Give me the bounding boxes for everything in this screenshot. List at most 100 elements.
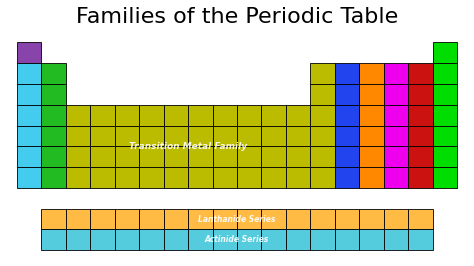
Bar: [91, 209, 115, 230]
Bar: [188, 105, 212, 126]
Bar: [383, 146, 408, 167]
Bar: [433, 42, 457, 63]
Bar: [139, 230, 164, 250]
Bar: [310, 84, 335, 105]
Bar: [41, 63, 66, 84]
Bar: [310, 146, 335, 167]
Bar: [91, 230, 115, 250]
Bar: [408, 63, 433, 84]
Bar: [335, 209, 359, 230]
Bar: [262, 230, 286, 250]
Bar: [237, 146, 262, 167]
Bar: [91, 146, 115, 167]
Bar: [262, 167, 286, 188]
Bar: [286, 209, 310, 230]
Bar: [17, 105, 41, 126]
Bar: [41, 84, 66, 105]
Bar: [335, 146, 359, 167]
Bar: [17, 146, 41, 167]
Bar: [335, 230, 359, 250]
Bar: [212, 167, 237, 188]
Bar: [115, 126, 139, 146]
Bar: [383, 230, 408, 250]
Bar: [66, 167, 91, 188]
Bar: [66, 146, 91, 167]
Bar: [433, 105, 457, 126]
Bar: [237, 230, 262, 250]
Bar: [41, 230, 66, 250]
Bar: [310, 167, 335, 188]
Bar: [262, 146, 286, 167]
Text: Lanthanide Series: Lanthanide Series: [198, 215, 276, 224]
Bar: [139, 146, 164, 167]
Bar: [383, 105, 408, 126]
Bar: [286, 105, 310, 126]
Bar: [262, 105, 286, 126]
Bar: [164, 230, 188, 250]
Bar: [139, 105, 164, 126]
Text: Families of the Periodic Table: Families of the Periodic Table: [76, 7, 398, 27]
Bar: [335, 105, 359, 126]
Bar: [212, 126, 237, 146]
Bar: [164, 167, 188, 188]
Bar: [212, 146, 237, 167]
Bar: [17, 167, 41, 188]
Bar: [115, 209, 139, 230]
Bar: [286, 167, 310, 188]
Bar: [66, 230, 91, 250]
Bar: [286, 146, 310, 167]
Bar: [408, 105, 433, 126]
Bar: [115, 146, 139, 167]
Bar: [91, 126, 115, 146]
Bar: [383, 209, 408, 230]
Bar: [237, 167, 262, 188]
Bar: [17, 63, 41, 84]
Bar: [66, 209, 91, 230]
Bar: [139, 209, 164, 230]
Bar: [41, 105, 66, 126]
Bar: [408, 146, 433, 167]
Bar: [310, 63, 335, 84]
Bar: [188, 230, 212, 250]
Bar: [359, 126, 383, 146]
Bar: [383, 126, 408, 146]
Bar: [188, 209, 212, 230]
Bar: [115, 167, 139, 188]
Bar: [164, 146, 188, 167]
Bar: [286, 230, 310, 250]
Bar: [41, 146, 66, 167]
Bar: [262, 209, 286, 230]
Bar: [188, 167, 212, 188]
Bar: [91, 105, 115, 126]
Bar: [17, 42, 41, 63]
Bar: [164, 209, 188, 230]
Bar: [212, 230, 237, 250]
Bar: [41, 126, 66, 146]
Bar: [310, 209, 335, 230]
Bar: [408, 230, 433, 250]
Bar: [383, 84, 408, 105]
Bar: [41, 209, 66, 230]
Bar: [359, 84, 383, 105]
Bar: [335, 126, 359, 146]
Bar: [212, 105, 237, 126]
Bar: [359, 63, 383, 84]
Bar: [286, 126, 310, 146]
Bar: [335, 167, 359, 188]
Bar: [115, 105, 139, 126]
Bar: [359, 167, 383, 188]
Bar: [335, 63, 359, 84]
Text: Transition Metal Family: Transition Metal Family: [129, 142, 247, 151]
Bar: [433, 63, 457, 84]
Bar: [164, 105, 188, 126]
Bar: [433, 146, 457, 167]
Bar: [359, 230, 383, 250]
Bar: [433, 126, 457, 146]
Bar: [66, 105, 91, 126]
Bar: [408, 167, 433, 188]
Bar: [408, 126, 433, 146]
Bar: [359, 146, 383, 167]
Bar: [17, 126, 41, 146]
Bar: [335, 84, 359, 105]
Bar: [139, 167, 164, 188]
